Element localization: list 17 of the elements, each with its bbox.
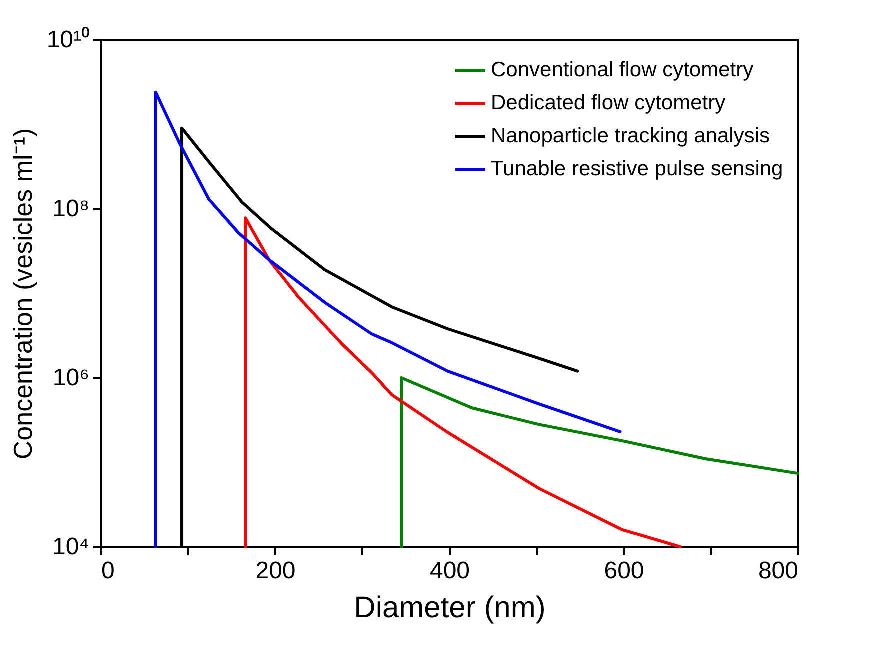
x-tick-label: 0 [102,558,115,584]
x-tick-label: 400 [430,558,470,584]
x-tick-label: 600 [604,558,644,584]
y-tick-label: 10¹⁰ [46,26,90,54]
y-tick-label: 10⁸ [52,196,90,222]
x-tick-label: 800 [758,558,798,584]
y-axis-title: Concentration (vesicles ml⁻¹) [8,128,38,460]
legend-label: Conventional flow cytometry [491,58,754,82]
x-tick-label: 200 [256,558,296,584]
legend-label: Nanoparticle tracking analysis [491,124,770,148]
line-series [244,216,682,548]
y-tick-label: 10⁴ [52,534,90,560]
legend-label: Dedicated flow cytometry [491,92,726,114]
line-series [400,376,800,548]
y-tick-label: 10⁶ [52,364,90,392]
x-axis-title: Diameter (nm) [354,592,546,624]
legend-label: Tunable resistive pulse sensing [491,158,784,180]
